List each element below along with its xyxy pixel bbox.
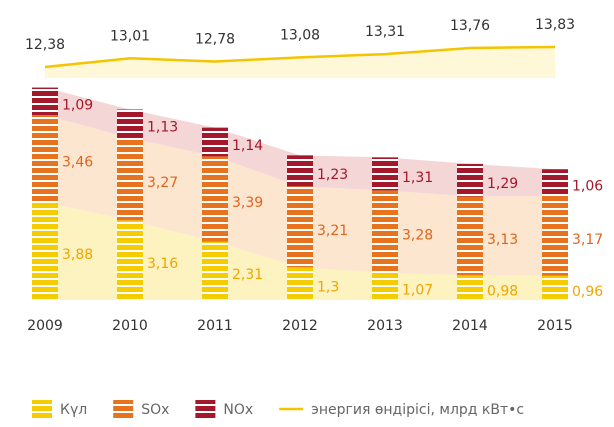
data-label: 3,27 <box>147 175 178 191</box>
data-label: 3,17 <box>572 232 603 248</box>
data-label: 3,39 <box>232 195 263 211</box>
line-label: 13,76 <box>450 18 490 34</box>
bar-segment <box>32 202 58 300</box>
x-tick-label: 2009 <box>27 318 63 334</box>
bar-segment <box>287 186 313 268</box>
bar-segment <box>202 241 228 300</box>
data-label: 1,14 <box>232 138 263 154</box>
data-label: 1,09 <box>62 97 93 113</box>
band-area <box>45 202 555 300</box>
data-label: 1,06 <box>572 179 603 195</box>
data-label: 1,13 <box>147 120 178 136</box>
data-label: 3,16 <box>147 256 178 272</box>
bar-segment <box>372 157 398 191</box>
x-tick-label: 2011 <box>197 318 233 334</box>
legend-swatch <box>32 400 52 418</box>
x-tick-label: 2012 <box>282 318 318 334</box>
legend-swatch <box>113 400 134 418</box>
line-label: 13,01 <box>110 28 150 44</box>
line-label: 13,08 <box>280 27 320 43</box>
bar-segment <box>542 275 568 300</box>
band-area <box>45 87 555 197</box>
legend-label: энергия өндірісі, млрд кВт•с <box>311 402 524 418</box>
legend-swatch <box>195 400 216 418</box>
x-tick-label: 2010 <box>112 318 148 334</box>
bar-segment <box>202 156 228 242</box>
data-label: 3,13 <box>487 232 518 248</box>
x-tick-label: 2015 <box>537 318 573 334</box>
data-label: 0,98 <box>487 284 518 300</box>
bar-segment <box>287 155 313 187</box>
line-area <box>45 47 555 78</box>
x-tick-label: 2013 <box>367 318 403 334</box>
line-label: 12,78 <box>195 31 235 47</box>
legend-label: SOx <box>141 402 169 418</box>
bar-segment <box>542 195 568 276</box>
bar-segment <box>117 109 143 138</box>
bar-segment <box>117 137 143 221</box>
x-tick-label: 2014 <box>452 318 488 334</box>
line-label: 12,38 <box>25 37 65 53</box>
data-label: 1,31 <box>402 170 433 186</box>
data-label: 1,23 <box>317 167 348 183</box>
data-label: 3,88 <box>62 247 93 263</box>
bar-segment <box>457 163 483 197</box>
legend-label: NOx <box>223 402 253 418</box>
bar-segment <box>542 169 568 196</box>
bar-segment <box>457 196 483 276</box>
data-label: 1,07 <box>402 283 433 299</box>
line-label: 13,83 <box>535 17 575 33</box>
bar-segment <box>32 87 58 116</box>
line-label: 13,31 <box>365 24 405 40</box>
legend-label: Күл <box>60 402 87 418</box>
data-label: 0,96 <box>572 284 603 300</box>
data-label: 3,21 <box>317 223 348 239</box>
data-label: 3,28 <box>402 228 433 244</box>
bar-segment <box>372 190 398 274</box>
data-label: 1,29 <box>487 176 518 192</box>
bar-segment <box>372 273 398 300</box>
bar-segment <box>287 267 313 300</box>
data-label: 3,46 <box>62 155 93 171</box>
data-label: 1,3 <box>317 280 339 296</box>
energy-line <box>44 45 556 69</box>
data-label: 2,31 <box>232 267 263 283</box>
bar-segment <box>32 115 58 203</box>
bar-segment <box>457 275 483 300</box>
bar-segment <box>202 127 228 157</box>
bar-segment <box>117 220 143 300</box>
